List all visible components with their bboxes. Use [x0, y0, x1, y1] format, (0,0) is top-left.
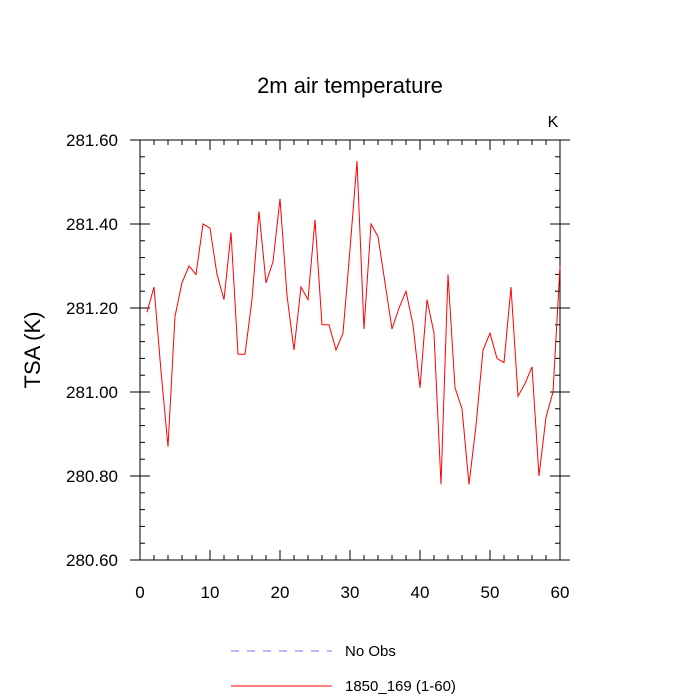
y-tick-label: 281.00 [66, 383, 118, 402]
y-tick-label: 281.60 [66, 131, 118, 150]
legend: No Obs 1850_169 (1-60) [231, 643, 456, 695]
x-tick-label: 40 [411, 583, 430, 602]
y-tick-label: 281.40 [66, 215, 118, 234]
x-tick-label: 0 [135, 583, 144, 602]
x-tick-label: 20 [271, 583, 290, 602]
x-tick-label: 60 [551, 583, 570, 602]
y-tick-label: 280.60 [66, 551, 118, 570]
axis-tick-labels: 0 10 20 30 40 50 60 280.60 280.80 281.00 281.20 281… [66, 131, 569, 602]
y-axis-label: TSA (K) [20, 311, 45, 388]
plot-frame [139, 139, 561, 561]
x-tick-label: 10 [201, 583, 220, 602]
axis-ticks [130, 139, 570, 561]
legend-label: No Obs [345, 643, 396, 660]
series-layer [146, 160, 561, 485]
y-tick-label: 280.80 [66, 467, 118, 486]
x-tick-label: 30 [341, 583, 360, 602]
chart-title: 2m air temperature [257, 73, 443, 98]
series-line [146, 160, 561, 485]
x-tick-label: 50 [481, 583, 500, 602]
y-tick-label: 281.20 [66, 299, 118, 318]
legend-label: 1850_169 (1-60) [345, 678, 456, 695]
units-label: K [548, 114, 559, 131]
